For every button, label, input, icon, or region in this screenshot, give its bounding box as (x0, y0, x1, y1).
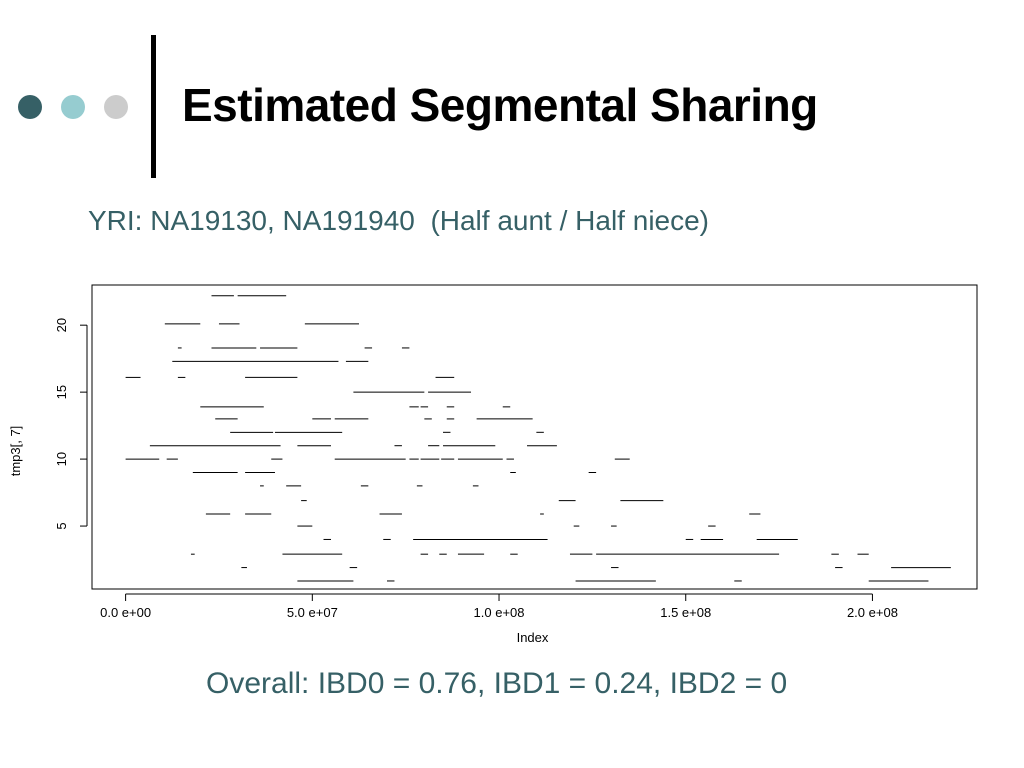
y-tick-label: 20 (54, 318, 69, 332)
x-tick-label: 5.0 e+07 (287, 605, 338, 620)
x-tick-label: 1.0 e+08 (474, 605, 525, 620)
chart-subtitle: YRI: NA19130, NA191940 (Half aunt / Half… (88, 205, 710, 236)
page-title: Estimated Segmental Sharing (182, 79, 818, 131)
x-tick-label: 1.5 e+08 (660, 605, 711, 620)
y-tick-label: 5 (54, 522, 69, 529)
plot-frame (91, 284, 978, 590)
x-tick-label: 2.0 e+08 (847, 605, 898, 620)
light-teal-bullet-dot (61, 95, 85, 119)
y-tick-label: 15 (54, 385, 69, 399)
y-tick-label: 10 (54, 452, 69, 466)
y-axis-title: tmp3[, 7] (8, 426, 23, 477)
x-tick-label: 0.0 e+00 (100, 605, 151, 620)
ibd-summary: Overall: IBD0 = 0.76, IBD1 = 0.24, IBD2 … (206, 667, 788, 700)
x-axis-title: Index (517, 630, 549, 645)
dark-teal-bullet-dot (18, 95, 42, 119)
gray-bullet-dot (104, 95, 128, 119)
title-divider (151, 35, 156, 178)
